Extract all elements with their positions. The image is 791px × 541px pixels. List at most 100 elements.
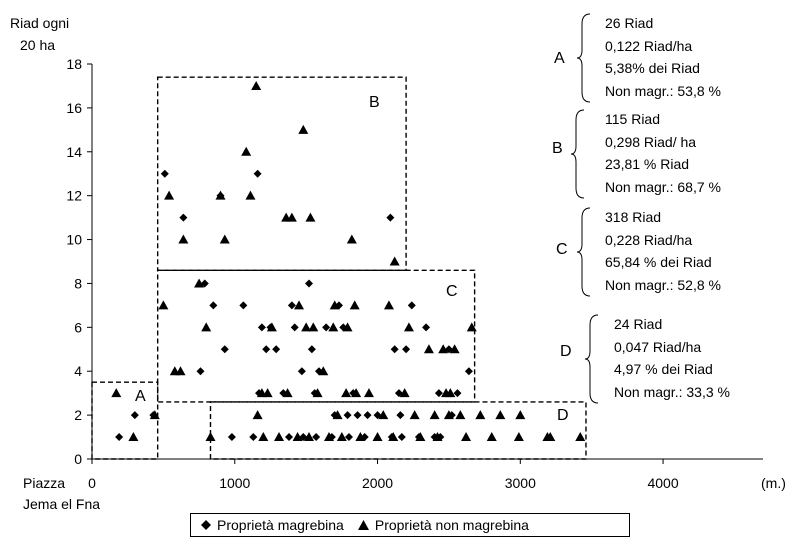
point-non-magrebina	[495, 410, 506, 420]
x-axis-unit: (m.)	[761, 475, 786, 491]
point-magrebina	[287, 301, 296, 310]
point-magrebina	[239, 301, 248, 310]
point-non-magrebina	[438, 344, 449, 354]
point-magrebina	[297, 367, 306, 376]
point-non-magrebina	[341, 388, 352, 398]
point-non-magrebina	[443, 410, 454, 420]
y-tick-label: 14	[66, 144, 82, 160]
point-non-magrebina	[175, 366, 186, 376]
point-non-magrebina	[389, 256, 400, 266]
point-non-magrebina	[201, 322, 212, 332]
axis-labels: Riad ogni 20 ha Piazza Jema el Fna (m.)	[10, 15, 786, 512]
annotation-c-line-3: 65,84 % dei Riad	[605, 254, 712, 270]
point-non-magrebina	[292, 432, 303, 442]
annotation-a-line-4: Non magr.: 53,8 %	[605, 82, 721, 99]
point-non-magrebina	[262, 388, 273, 398]
y-tick-label: 18	[66, 56, 82, 72]
zone-label-d: D	[557, 407, 569, 424]
point-magrebina	[343, 411, 352, 420]
point-magrebina	[253, 169, 262, 178]
point-non-magrebina	[432, 432, 443, 442]
point-magrebina	[130, 411, 139, 420]
legend-item-non-magrebina: Proprietà non magrebina	[357, 517, 529, 533]
axes: 0 2 4 6 8 10 12 14 16 18 0 1000 2000 3000 4000	[66, 56, 763, 491]
point-non-magrebina	[111, 388, 122, 398]
annotation-block-c: 318 Riad 0,228 Riad/ha 65,84 % dei Riad …	[605, 206, 721, 296]
legend: Proprietà magrebina Proprietà non magreb…	[190, 513, 630, 537]
annotation-block-a: 26 Riad 0,122 Riad/ha 5,38% dei Riad Non…	[605, 12, 721, 102]
annotation-d-line-4: Non magr.: 33,3 %	[614, 383, 730, 400]
zone-box-b	[156, 76, 407, 271]
point-non-magrebina	[241, 146, 252, 156]
point-non-magrebina	[403, 322, 414, 332]
point-non-magrebina	[286, 212, 297, 222]
point-non-magrebina	[252, 410, 263, 420]
point-magrebina	[257, 323, 266, 332]
point-non-magrebina	[388, 432, 399, 442]
point-magrebina	[115, 433, 124, 442]
y-tick-label: 2	[74, 407, 82, 423]
point-non-magrebina	[305, 212, 316, 222]
point-magrebina	[322, 323, 331, 332]
point-non-magrebina	[445, 388, 456, 398]
point-non-magrebina	[312, 388, 323, 398]
zone-label-a: A	[135, 388, 146, 405]
annotation-c-line-1: 318 Riad	[605, 209, 662, 225]
point-magrebina	[307, 345, 316, 354]
point-non-magrebina	[475, 410, 486, 420]
point-magrebina	[464, 367, 473, 376]
point-magrebina	[209, 301, 218, 310]
point-non-magrebina	[219, 234, 230, 244]
point-non-magrebina	[423, 344, 434, 354]
point-non-magrebina	[205, 432, 216, 442]
x-tick-label: 4000	[647, 475, 678, 491]
point-non-magrebina	[332, 410, 343, 420]
point-non-magrebina	[466, 322, 477, 332]
point-non-magrebina	[318, 366, 329, 376]
annotation-c-line-4: Non magr.: 52,8 %	[605, 276, 721, 293]
brace-c	[576, 207, 591, 297]
point-non-magrebina	[351, 388, 362, 398]
x-tick-label: 3000	[505, 475, 536, 491]
point-non-magrebina	[363, 388, 374, 398]
legend-label-non-magrebina: Proprietà non magrebina	[374, 517, 529, 533]
annotation-block-d: 24 Riad 0,047 Riad/ha 4,97 % dei Riad No…	[614, 313, 730, 403]
point-non-magrebina	[545, 432, 556, 442]
annotation-letter-a: A	[554, 50, 565, 67]
point-non-magrebina	[515, 410, 526, 420]
point-non-magrebina	[194, 278, 205, 288]
annotation-c-line-2: 0,228 Riad/ha	[605, 231, 693, 248]
point-non-magrebina	[308, 322, 319, 332]
annotation-b-line-1: 115 Riad	[605, 111, 661, 127]
x-axis-label-line-1: Piazza	[23, 475, 65, 491]
x-tick-label: 1000	[219, 475, 250, 491]
point-non-magrebina	[274, 432, 285, 442]
point-non-magrebina	[304, 432, 315, 442]
point-magrebina	[453, 389, 462, 398]
annotation-d-line-3: 4,97 % dei Riad	[614, 361, 713, 377]
point-non-magrebina	[251, 80, 262, 90]
point-non-magrebina	[415, 432, 426, 442]
point-magrebina	[220, 345, 229, 354]
annotation-d-line-2: 0,047 Riad/ha	[614, 338, 702, 355]
annotation-b-line-4: Non magr.: 68,7 %	[605, 178, 721, 195]
point-non-magrebina	[349, 300, 360, 310]
annotation-letter-d: D	[560, 343, 572, 360]
point-magrebina	[227, 433, 236, 442]
point-non-magrebina	[429, 410, 440, 420]
point-non-magrebina	[486, 432, 497, 442]
point-non-magrebina	[336, 432, 347, 442]
point-non-magrebina	[298, 124, 309, 134]
point-non-magrebina	[328, 322, 339, 332]
y-tick-label: 0	[74, 451, 82, 467]
annotation-a-line-2: 0,122 Riad/ha	[605, 37, 693, 54]
point-non-magrebina	[355, 432, 366, 442]
point-magrebina	[407, 301, 416, 310]
point-magrebina	[262, 345, 271, 354]
point-magrebina	[422, 323, 431, 332]
triangle-icon	[357, 520, 369, 530]
data-points	[111, 80, 586, 442]
point-magrebina	[402, 345, 411, 354]
zone-box-a	[91, 381, 159, 460]
brace-b	[570, 109, 585, 199]
